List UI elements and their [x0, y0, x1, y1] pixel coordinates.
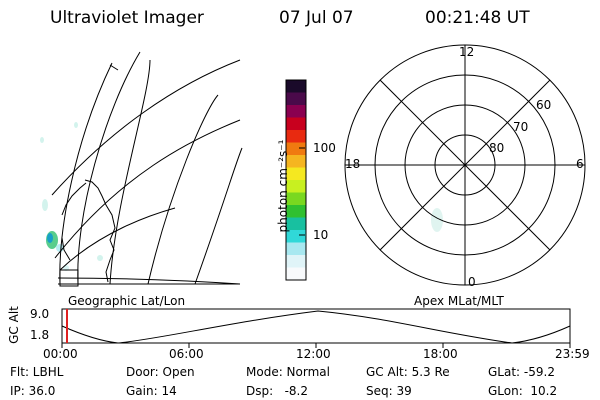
color-scale-band	[286, 255, 306, 268]
lat-label-60: 60	[536, 98, 552, 112]
app-title: Ultraviolet Imager	[50, 8, 204, 28]
info-mode: Mode: Normal	[246, 365, 330, 379]
altitude-plot	[61, 308, 571, 348]
color-scale-band	[286, 217, 306, 231]
time-tick-4: 23:59	[555, 347, 590, 361]
altitude-axis-label: GC Alt	[7, 306, 21, 344]
colorbar-tick-10: 10	[313, 228, 329, 242]
time-tick-0: 00:00	[43, 347, 78, 361]
colorbar-unit-label: photon cm⁻²s⁻¹	[276, 139, 290, 233]
time-label: 00:21:48 UT	[425, 8, 530, 28]
altitude-tick-high: 9.0	[30, 307, 50, 321]
color-scale-band	[286, 267, 306, 281]
color-scale-band	[286, 242, 306, 256]
color-scale-band	[286, 92, 306, 106]
geographic-map	[40, 51, 243, 287]
info-glat: GLat: -59.2	[488, 365, 555, 379]
color-scale-band	[286, 230, 306, 243]
polar-plot	[344, 44, 586, 286]
color-scale-band	[286, 167, 306, 181]
mlt-label-18: 18	[345, 157, 361, 171]
time-tick-1: 06:00	[169, 347, 204, 361]
info-dsp: Dsp: -8.2	[246, 384, 309, 398]
info-gain: Gain: 14	[126, 384, 177, 398]
color-scale-band	[286, 117, 306, 131]
colorbar-ticks	[299, 147, 305, 236]
color-scale-band	[286, 192, 306, 206]
color-scale-band	[286, 142, 306, 156]
time-tick-2: 12:00	[296, 347, 331, 361]
color-scale-frame	[285, 79, 307, 281]
color-scale-band	[286, 80, 306, 93]
time-tick-3: 18:00	[423, 347, 458, 361]
info-gcalt: GC Alt: 5.3 Re	[366, 365, 450, 379]
color-scale-band	[286, 130, 306, 143]
info-glon: GLon: 10.2	[488, 384, 558, 398]
info-flt: Flt: LBHL	[10, 365, 64, 379]
date-label: 07 Jul 07	[279, 8, 354, 28]
lat-label-80: 80	[489, 141, 505, 155]
info-seq: Seq: 39	[366, 384, 412, 398]
color-scale-band	[286, 205, 306, 218]
color-scale-band	[286, 155, 306, 168]
lat-label-70: 70	[513, 120, 529, 134]
mlt-label-12: 12	[459, 45, 475, 59]
apex-label: Apex MLat/MLT	[414, 294, 504, 308]
mlt-label-0: 0	[468, 275, 476, 289]
color-scale-band	[286, 105, 306, 118]
mlt-label-6: 6	[576, 157, 584, 171]
color-scale	[285, 79, 307, 281]
info-door: Door: Open	[126, 365, 195, 379]
altitude-tick-low: 1.8	[30, 328, 50, 342]
geographic-label: Geographic Lat/Lon	[68, 294, 186, 308]
colorbar-tick-100: 100	[313, 141, 336, 155]
info-ip: IP: 36.0	[10, 384, 56, 398]
color-scale-band	[286, 180, 306, 193]
